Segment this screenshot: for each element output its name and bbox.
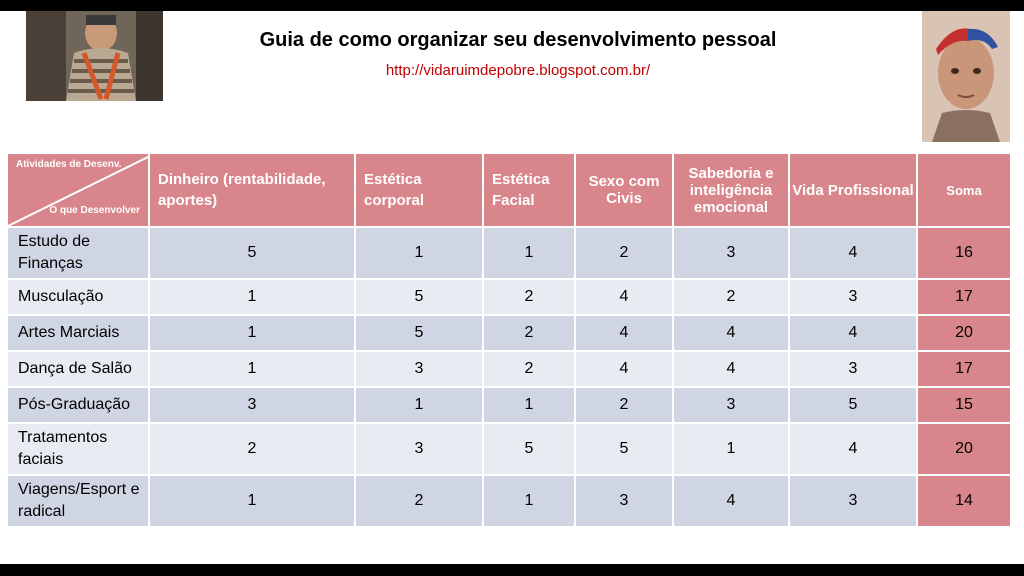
soma-cell: 16 (916, 226, 1012, 280)
table-cell: 3 (672, 226, 790, 280)
soma-cell: 14 (916, 474, 1012, 528)
col-header-dinheiro: Dinheiro (rentabilidade, aportes) (148, 152, 356, 228)
table-cell: 3 (354, 422, 484, 476)
row-label: Pós-Graduação (6, 386, 150, 424)
development-table: Atividades de Desenv. O que Desenvolver … (6, 152, 1012, 528)
table-row: Pós-Graduação 3 1 1 2 3 5 15 (6, 386, 1012, 424)
table-cell: 5 (148, 226, 356, 280)
page-title: Guia de como organizar seu desenvolvimen… (259, 29, 777, 51)
col-header-estetica-corporal: Estética corporal (354, 152, 484, 228)
table-cell: 5 (354, 314, 484, 352)
col-header-soma: Soma (916, 152, 1012, 228)
table-cell: 1 (148, 474, 356, 528)
table-row: Dança de Salão 1 3 2 4 4 3 17 (6, 350, 1012, 388)
table-cell: 1 (354, 226, 484, 280)
table-cell: 5 (354, 278, 484, 316)
table-cell: 5 (482, 422, 576, 476)
table-cell: 4 (672, 474, 790, 528)
table-cell: 1 (148, 278, 356, 316)
table-row: Estudo de Finanças 5 1 1 2 3 4 16 (6, 226, 1012, 280)
table-cell: 5 (574, 422, 674, 476)
col-header-sabedoria: Sabedoria e inteligência emocional (672, 152, 790, 228)
table-cell: 1 (482, 474, 576, 528)
soma-cell: 15 (916, 386, 1012, 424)
row-label: Dança de Salão (6, 350, 150, 388)
soma-cell: 17 (916, 278, 1012, 316)
table-row: Musculação 1 5 2 4 2 3 17 (6, 278, 1012, 316)
table-cell: 4 (574, 350, 674, 388)
table-cell: 4 (574, 314, 674, 352)
table-cell: 2 (148, 422, 356, 476)
header-row: Atividades de Desenv. O que Desenvolver … (6, 152, 1012, 228)
row-label: Viagens/Esport e radical (6, 474, 150, 528)
table-cell: 2 (482, 278, 576, 316)
table-cell: 5 (788, 386, 918, 424)
table-cell: 2 (574, 226, 674, 280)
table-cell: 3 (354, 350, 484, 388)
table-row: Artes Marciais 1 5 2 4 4 4 20 (6, 314, 1012, 352)
table-cell: 3 (574, 474, 674, 528)
table-cell: 3 (788, 278, 918, 316)
table-cell: 3 (788, 350, 918, 388)
table-cell: 1 (148, 314, 356, 352)
table-cell: 4 (672, 350, 790, 388)
corner-top-label: Atividades de Desenv. (16, 159, 122, 170)
row-label: Artes Marciais (6, 314, 150, 352)
blog-url[interactable]: http://vidaruimdepobre.blogspot.com.br/ (385, 62, 651, 79)
table-row: Tratamentos faciais 2 3 5 5 1 4 20 (6, 422, 1012, 476)
table-cell: 3 (672, 386, 790, 424)
table-cell: 3 (148, 386, 356, 424)
table-cell: 4 (672, 314, 790, 352)
table-cell: 2 (672, 278, 790, 316)
corner-header: Atividades de Desenv. O que Desenvolver (6, 152, 150, 228)
table-cell: 1 (482, 226, 576, 280)
top-black-bar (0, 0, 1024, 11)
table-cell: 4 (788, 314, 918, 352)
table-cell: 2 (354, 474, 484, 528)
col-header-estetica-facial: Estética Facial (482, 152, 576, 228)
table-cell: 3 (788, 474, 918, 528)
row-label: Tratamentos faciais (6, 422, 150, 476)
corner-bottom-label: O que Desenvolver (49, 205, 140, 216)
table-cell: 4 (788, 226, 918, 280)
left-photo (26, 11, 163, 101)
row-label: Musculação (6, 278, 150, 316)
table-cell: 4 (574, 278, 674, 316)
table-cell: 1 (672, 422, 790, 476)
right-photo (922, 11, 1010, 142)
col-header-sexo: Sexo com Civis (574, 152, 674, 228)
soma-cell: 20 (916, 314, 1012, 352)
table-cell: 2 (482, 350, 576, 388)
soma-cell: 17 (916, 350, 1012, 388)
soma-cell: 20 (916, 422, 1012, 476)
col-header-vida-profissional: Vida Profissional (788, 152, 918, 228)
table-cell: 2 (574, 386, 674, 424)
table-cell: 2 (482, 314, 576, 352)
table-cell: 1 (354, 386, 484, 424)
row-label: Estudo de Finanças (6, 226, 150, 280)
table-cell: 1 (148, 350, 356, 388)
bottom-black-bar (0, 564, 1024, 576)
table-cell: 1 (482, 386, 576, 424)
table-row: Viagens/Esport e radical 1 2 1 3 4 3 14 (6, 474, 1012, 528)
table-cell: 4 (788, 422, 918, 476)
